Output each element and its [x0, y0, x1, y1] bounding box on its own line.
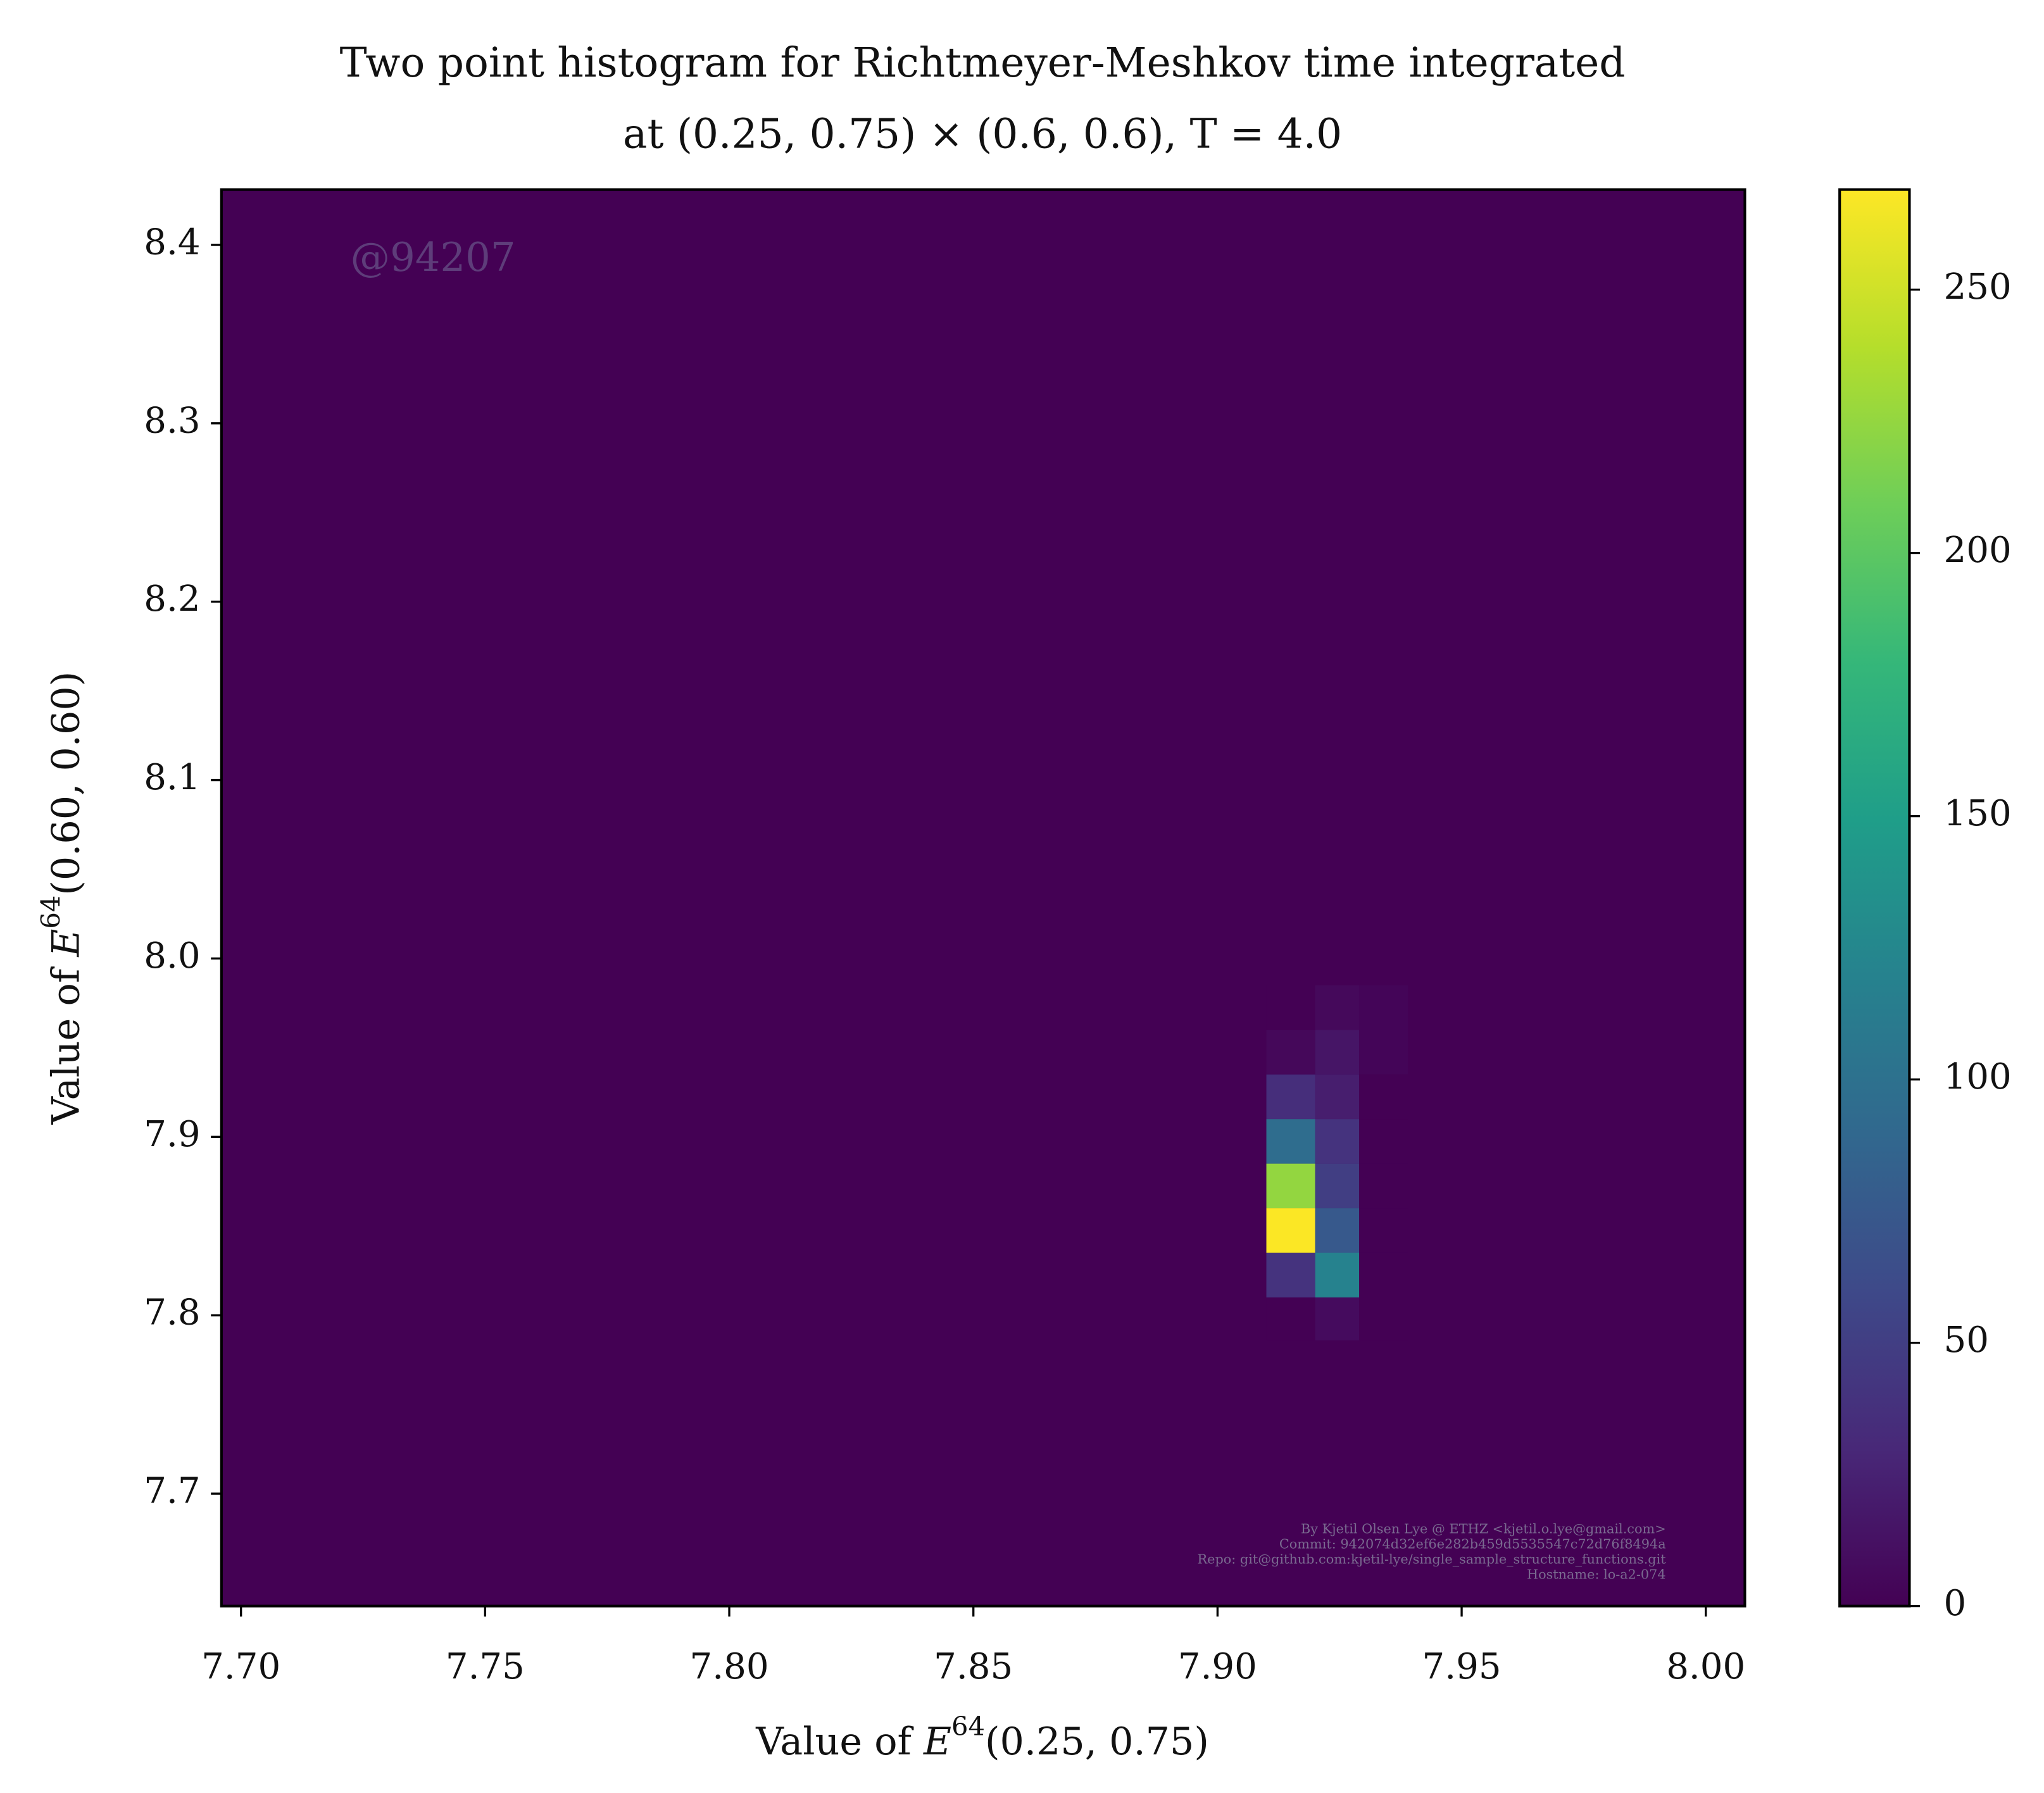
colorbar-tick-label: 100	[1944, 1056, 2012, 1097]
heatmap-cell	[1359, 1253, 1408, 1297]
x-tick-label: 7.85	[934, 1646, 1013, 1687]
heatmap-cell	[1359, 1208, 1408, 1253]
y-tick-label: 8.2	[144, 578, 200, 620]
colorbar-tick-label: 150	[1944, 793, 2012, 834]
y-tick-label: 8.4	[144, 222, 200, 263]
x-label-part: 64	[951, 1711, 985, 1742]
heatmap-cell	[1359, 1030, 1408, 1075]
heatmap-cell	[1266, 1163, 1315, 1209]
x-tick-label: 7.75	[446, 1646, 525, 1687]
colorbar-tick-label: 50	[1944, 1320, 1989, 1361]
plot-area	[221, 189, 1745, 1606]
heatmap-cell	[1359, 1163, 1408, 1209]
chart-title: at (0.25, 0.75) × (0.6, 0.6), T = 4.0	[623, 110, 1342, 158]
colorbar	[1838, 188, 1911, 1608]
heatmap-cell	[1359, 985, 1408, 1030]
colorbar-tick-label: 250	[1944, 266, 2012, 308]
footer-note: Commit: 942074d32ef6e282b459d5535547c72d…	[1279, 1536, 1666, 1551]
x-tick-label: 7.90	[1178, 1646, 1257, 1687]
footer-note: Hostname: lo-a2-074	[1527, 1566, 1666, 1582]
x-tick-label: 7.95	[1422, 1646, 1502, 1687]
heatmap-cell	[1315, 1163, 1360, 1209]
heatmap-cell	[1315, 1074, 1360, 1120]
x-tick-label: 7.80	[690, 1646, 769, 1687]
heatmap-cell	[1315, 985, 1360, 1030]
x-label-part: (0.25, 0.75)	[985, 1720, 1209, 1764]
heatmap-cell	[1266, 1253, 1315, 1297]
x-axis-label: Value of E64(0.25, 0.75)	[755, 1711, 1209, 1764]
x-tick-label: 7.70	[201, 1646, 280, 1687]
y-axis-label: Value of E64(0.60, 0.60)	[35, 672, 88, 1125]
footer-note: By Kjetil Olsen Lye @ ETHZ <kjetil.o.lye…	[1301, 1521, 1666, 1536]
heatmap-cell	[1266, 1074, 1315, 1120]
y-tick-label: 8.0	[144, 935, 200, 977]
x-tick-label: 8.00	[1666, 1646, 1745, 1687]
heatmap-cell	[1315, 1030, 1360, 1075]
y-label-part: Value of	[44, 957, 88, 1125]
colorbar-tick-label: 0	[1944, 1583, 1967, 1624]
y-label-part: (0.60, 0.60)	[44, 672, 88, 896]
plot-frame	[220, 188, 1746, 1608]
heatmap-cell	[1266, 1208, 1315, 1253]
y-tick-label: 8.1	[144, 757, 200, 798]
x-label-part: E	[923, 1720, 951, 1764]
heatmap-cell	[1359, 1119, 1408, 1164]
heatmap-cell	[1359, 1297, 1408, 1340]
heatmap-cell	[1266, 1030, 1315, 1075]
y-tick-label: 7.8	[144, 1292, 200, 1334]
x-label-part: Value of	[755, 1720, 924, 1764]
y-tick-label: 7.7	[144, 1471, 200, 1512]
heatmap-cell	[1315, 1297, 1360, 1340]
heatmap-cell	[1266, 1119, 1315, 1164]
watermark: @94207	[351, 234, 516, 280]
y-label-part: 64	[35, 896, 66, 929]
y-label-part: E	[44, 929, 88, 958]
chart-title: Two point histogram for Richtmeyer-Meshk…	[340, 39, 1626, 87]
heatmap-cell	[1266, 1297, 1315, 1340]
heatmap-cell	[1266, 985, 1315, 1030]
footer-note: Repo: git@github.com:kjetil-lye/single_s…	[1197, 1551, 1666, 1566]
colorbar-tick-label: 200	[1944, 530, 2012, 571]
y-tick-label: 8.3	[144, 400, 200, 441]
heatmap-cell	[1315, 1119, 1360, 1164]
heatmap-cell	[1315, 1208, 1360, 1253]
heatmap-cell	[1315, 1253, 1360, 1297]
y-tick-label: 7.9	[144, 1114, 200, 1155]
heatmap-cell	[1359, 1074, 1408, 1120]
